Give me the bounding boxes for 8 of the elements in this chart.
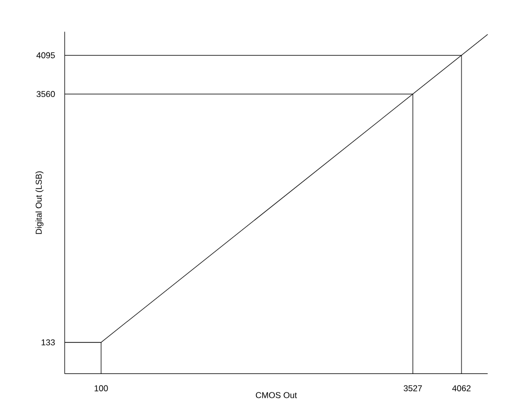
- x-tick-label: 3527: [404, 385, 422, 392]
- y-tick-label: 4095: [36, 52, 55, 58]
- y-tick-label: 133: [42, 339, 55, 346]
- y-tick-label: 3560: [36, 91, 55, 98]
- x-tick-label: 4062: [452, 385, 471, 392]
- x-axis-title: CMOS Out: [256, 392, 297, 398]
- y-axis-title: Digital Out (LSB): [35, 171, 44, 234]
- x-tick-label: 100: [94, 385, 108, 392]
